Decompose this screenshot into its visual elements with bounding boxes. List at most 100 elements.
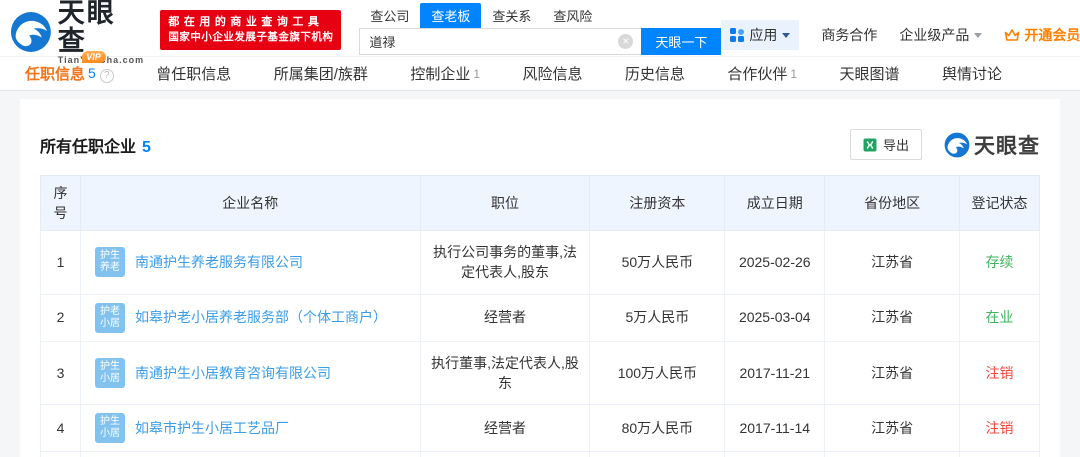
search-input[interactable] [359,28,642,55]
search-tabs: 查公司 查老板 查关系 查风险 [359,3,721,28]
tab-label: 任职信息 [25,66,86,83]
slogan-badge: 都在用的商业查询工具 国家中小企业发展子基金旗下机构 [160,10,342,50]
apps-menu-label: 应用 [749,27,778,43]
tab-曾任职信息[interactable]: 曾任职信息 [156,63,231,84]
cell-status: 在业 [959,293,1040,342]
cell-province: 浙江省 [824,451,961,457]
column-header: 省份地区 [824,175,961,231]
cell-company: 护老 小居 如皋护老小居养老服务部（个体工商户） [79,293,421,342]
cell-status: 存续 [959,230,1040,295]
cell-province: 江苏省 [824,404,961,453]
tianyancha-logo-icon [944,132,970,157]
company-link[interactable]: 如皋市护生小居工艺品厂 [134,420,289,437]
company-logo-badge: 护老 小居 [94,302,125,333]
search-tab-查关系[interactable]: 查关系 [492,9,532,24]
company-link[interactable]: 南通护生小居教育咨询有限公司 [134,364,331,381]
business-coop-link[interactable]: 商务合作 [821,27,878,43]
open-vip-menu[interactable]: 开通会员 [1004,25,1080,45]
search-tab-查风险[interactable]: 查风险 [553,9,593,24]
column-header: 企业名称 [79,175,421,231]
tab-label: 合作伙伴 [727,66,788,83]
tab-label: 所属集团/族群 [273,66,368,83]
cell-index: 4 [40,404,81,453]
search-box [359,28,642,55]
cell-capital: 80万人民币 [589,404,726,453]
apps-menu-button[interactable]: 应用 [721,20,800,50]
vip-badge: VIP [82,51,106,63]
section-title: 所有任职企业 [40,138,137,156]
search-tab-查公司[interactable]: 查公司 [370,9,410,24]
cell-capital: 5万人民币 [589,293,726,342]
watermark-label: 天眼查 [974,134,1040,158]
company-logo-badge: 护生 养老 [94,247,125,278]
cell-province: 江苏省 [824,340,961,406]
logo-title: 天眼查 [57,0,116,56]
enterprise-products-menu[interactable]: 企业级产品 [899,25,983,45]
search-tab-查老板[interactable]: 查老板 [420,3,482,28]
tab-label: 历史信息 [624,66,685,83]
positions-table: 序号 企业名称 职位 注册资本 成立日期 省份地区 登记状态 1 护生 养老 南通护生养老服务有限… [40,175,1040,457]
tab-风险信息[interactable]: 风险信息 [522,63,582,84]
table-row: 2 护老 小居 如皋护老小居养老服务部（个体工商户） 经营者 5万人民币 2025-03-0… [40,293,1040,342]
tianyancha-watermark: 天眼查 [944,130,1040,160]
cell-status: 注销 [959,340,1040,406]
company-wrap: 护生 小居 如皋市护生小居工艺品厂 [94,413,412,444]
cell-position: 经营者 [419,293,591,342]
company-wrap: 护老 小居 如皋护老小居养老服务部（个体工商户） [94,302,412,333]
tab-label: 曾任职信息 [156,66,232,83]
cell-province: 江苏省 [824,230,961,295]
company-link[interactable]: 如皋护老小居养老服务部（个体工商户） [134,309,387,326]
cell-company: 护生 养老 南通护生养老服务有限公司 [79,230,421,295]
column-header: 成立日期 [724,175,826,231]
cell-date: 2025-02-26 [724,230,826,295]
header-menu: 应用 商务合作 企业级产品 开通会员 超级... [721,20,1080,50]
cell-index: 5 [40,451,81,457]
cell-index: 3 [40,340,81,406]
cell-company: 护生 小居 南通护生小居教育咨询有限公司 [79,340,421,406]
cell-date: 2023-01-20 [724,451,826,457]
cell-company: 护生 小居 如皋市护生小居工艺品厂 [79,404,421,453]
chevron-down-icon [782,32,791,42]
help-icon[interactable] [99,69,114,83]
table-row: 5护生百货绍兴市上虞区护生百货商行经营者-2023-01-20浙江省注销 [40,451,1040,457]
cell-position: 执行董事,法定代表人,股东 [419,340,591,406]
cell-position: 经营者 [419,404,591,453]
badge-line: 护生 [99,360,120,372]
company-link[interactable]: 南通护生养老服务有限公司 [134,254,303,271]
tab-count: 5 [88,65,96,81]
slogan-line2: 国家中小企业发展子基金旗下机构 [168,31,334,43]
badge-line: 小居 [99,372,120,384]
company-wrap: 护生 小居 南通护生小居教育咨询有限公司 [94,357,412,388]
chevron-down-icon [974,32,983,42]
tab-count: 1 [473,67,481,81]
tab-label: 控制企业 [410,66,471,83]
tab-舆情讨论[interactable]: 舆情讨论 [942,63,1002,84]
tab-历史信息[interactable]: 历史信息 [625,63,685,84]
badge-line: 护生 [99,250,120,262]
cell-capital: - [589,451,726,457]
detail-tabs: 任职信息5VIP曾任职信息所属集团/族群控制企业1风险信息历史信息合作伙伴1天眼… [0,51,1080,91]
company-wrap: 护生 养老 南通护生养老服务有限公司 [94,247,412,278]
search-button[interactable]: 天眼一下 [641,28,722,55]
tab-所属集团/族群[interactable]: 所属集团/族群 [274,63,368,84]
cell-index: 2 [40,293,81,342]
export-button[interactable]: 导出 [849,129,922,160]
badge-line: 护生 [99,416,120,428]
tab-控制企业[interactable]: 控制企业 1 [410,63,480,84]
section-title-wrap: 所有任职企业 5 [40,133,151,157]
cell-date: 2017-11-21 [724,340,826,406]
cell-status: 注销 [959,451,1040,457]
tab-合作伙伴[interactable]: 合作伙伴 1 [727,63,797,84]
badge-line: 小居 [99,428,120,440]
column-header: 登记状态 [959,175,1040,231]
column-header: 注册资本 [589,175,726,231]
clear-icon[interactable] [618,34,634,49]
slogan-line1: 都在用的商业查询工具 [168,16,324,28]
cell-capital: 50万人民币 [589,230,726,295]
cell-company: 护生百货绍兴市上虞区护生百货商行 [79,451,421,457]
content-card: 所有任职企业 5 导出 天眼查 序号 企业名称 职位 注册资本 成立日期 省份地区 登记状态 … [20,99,1060,457]
site-logo[interactable]: 天眼查 TianYanCha.com [10,0,144,65]
tab-天眼图谱[interactable]: 天眼图谱 [840,63,900,84]
